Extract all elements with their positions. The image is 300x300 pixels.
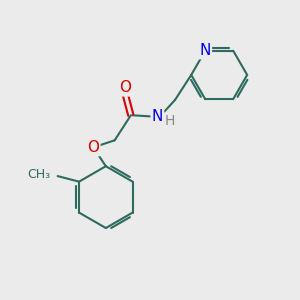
Text: CH₃: CH₃	[27, 168, 50, 181]
Text: N: N	[200, 43, 211, 58]
Text: N: N	[152, 109, 163, 124]
Text: O: O	[119, 80, 131, 95]
Text: H: H	[165, 114, 175, 128]
Text: O: O	[88, 140, 100, 155]
